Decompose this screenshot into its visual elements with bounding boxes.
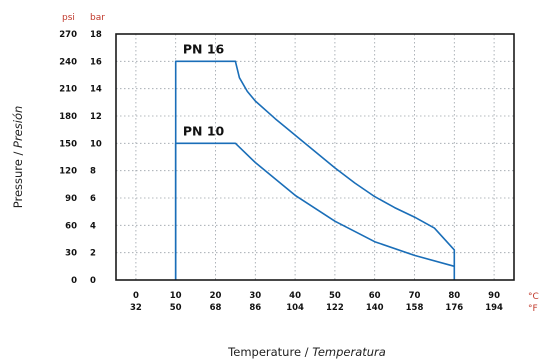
unit-fahrenheit: °F	[528, 304, 538, 314]
x-tick-fahrenheit: 158	[406, 303, 424, 313]
x-tick-fahrenheit: 68	[210, 303, 222, 313]
y-tick-bar: 8	[90, 167, 96, 177]
x-tick-fahrenheit: 176	[445, 303, 463, 313]
y-tick-psi: 30	[65, 249, 77, 259]
x-tick-celsius: 70	[409, 291, 421, 301]
y-tick-bar: 6	[90, 194, 96, 204]
unit-psi: psi	[62, 13, 75, 23]
x-tick-fahrenheit: 50	[170, 303, 182, 313]
series-label: PN 10	[183, 123, 225, 138]
x-tick-fahrenheit: 194	[485, 303, 503, 313]
y-tick-psi: 120	[59, 167, 77, 177]
x-axis-title-italic: Temperatura	[312, 345, 386, 359]
y-tick-psi: 180	[59, 112, 77, 122]
x-tick-celsius: 20	[210, 291, 222, 301]
unit-bar: bar	[90, 13, 105, 23]
x-axis-title: Temperature / Temperatura	[227, 345, 386, 359]
plot-frame	[115, 33, 515, 281]
x-tick-celsius: 90	[488, 291, 500, 301]
y-tick-bar: 2	[90, 249, 96, 259]
series-group: PN 16 PN 10	[174, 41, 456, 280]
x-tick-celsius: 60	[369, 291, 381, 301]
unit-celsius: °C	[528, 292, 539, 302]
y-tick-psi: 270	[59, 30, 77, 40]
series-line-pn16	[174, 60, 456, 280]
series-label: PN 16	[183, 41, 225, 56]
x-tick-celsius: 30	[249, 291, 261, 301]
y-tick-psi: 90	[65, 194, 77, 204]
x-tick-fahrenheit: 86	[249, 303, 261, 313]
x-tick-fahrenheit: 122	[326, 303, 344, 313]
y-axis-title-main: Pressure /	[11, 148, 25, 208]
series-line-pn10	[174, 142, 455, 280]
x-tick-celsius: 40	[289, 291, 301, 301]
x-axis-title-main: Temperature /	[227, 345, 312, 359]
y-tick-bar: 18	[90, 30, 102, 40]
y-tick-psi: 60	[65, 221, 77, 231]
y-axis-title: Pressure / Presión	[11, 106, 25, 209]
x-tick-fahrenheit: 140	[366, 303, 384, 313]
x-tick-fahrenheit: 104	[286, 303, 304, 313]
y-tick-bar: 12	[90, 112, 102, 122]
x-tick-fahrenheit: 32	[130, 303, 142, 313]
y-tick-bar: 0	[90, 276, 96, 286]
y-tick-bar: 14	[90, 85, 102, 95]
y-tick-bar: 16	[90, 57, 102, 67]
x-tick-celsius: 10	[170, 291, 182, 301]
y-tick-psi: 0	[71, 276, 77, 286]
y-tick-bar: 4	[90, 221, 96, 231]
y-tick-psi: 150	[59, 139, 77, 149]
x-tick-celsius: 80	[448, 291, 460, 301]
x-tick-celsius: 0	[133, 291, 139, 301]
y-axis-title-italic: Presión	[11, 106, 25, 148]
y-tick-psi: 210	[59, 85, 77, 95]
y-tick-psi: 240	[59, 57, 77, 67]
y-tick-bar: 10	[90, 139, 102, 149]
x-tick-celsius: 50	[329, 291, 341, 301]
